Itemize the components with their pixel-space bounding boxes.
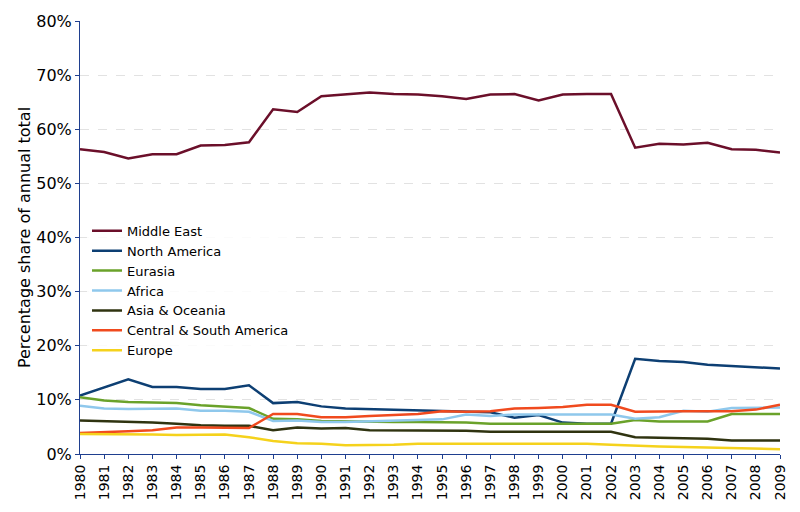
svg-text:2007: 2007 [723,465,739,501]
svg-text:1993: 1993 [385,465,401,501]
svg-text:1995: 1995 [434,465,450,501]
svg-text:1996: 1996 [458,465,474,501]
svg-text:2001: 2001 [578,465,594,501]
svg-text:1988: 1988 [265,465,281,501]
svg-text:1987: 1987 [241,465,257,501]
svg-text:2003: 2003 [627,465,643,501]
svg-text:20%: 20% [36,336,72,355]
svg-text:2004: 2004 [651,465,667,501]
svg-text:0%: 0% [46,445,71,464]
svg-text:1994: 1994 [409,465,425,501]
svg-text:1997: 1997 [482,465,498,501]
svg-text:40%: 40% [36,228,72,247]
svg-text:Africa: Africa [127,284,164,299]
svg-text:1981: 1981 [96,465,112,501]
svg-text:2006: 2006 [699,465,715,501]
svg-text:1980: 1980 [72,465,88,501]
svg-text:North America: North America [127,244,221,259]
svg-text:80%: 80% [36,12,72,31]
svg-text:1985: 1985 [192,465,208,501]
svg-text:1992: 1992 [361,465,377,501]
svg-text:70%: 70% [36,66,72,85]
svg-text:1982: 1982 [120,465,136,501]
svg-text:2002: 2002 [603,465,619,501]
svg-text:1989: 1989 [289,465,305,501]
svg-text:2005: 2005 [675,465,691,501]
svg-text:1999: 1999 [530,465,546,501]
svg-text:30%: 30% [36,282,72,301]
svg-text:Eurasia: Eurasia [127,264,175,279]
svg-text:50%: 50% [36,174,72,193]
svg-text:1986: 1986 [216,465,232,501]
svg-text:60%: 60% [36,120,72,139]
svg-text:1983: 1983 [144,465,160,501]
svg-text:Asia & Oceania: Asia & Oceania [127,303,226,318]
svg-text:Percentage share of annual tot: Percentage share of annual total [15,107,34,368]
svg-text:10%: 10% [36,390,72,409]
svg-text:Middle East: Middle East [127,224,202,239]
svg-text:1998: 1998 [506,465,522,501]
svg-text:2008: 2008 [747,465,763,501]
svg-text:1991: 1991 [337,465,353,501]
svg-text:2000: 2000 [554,465,570,501]
svg-text:1990: 1990 [313,465,329,501]
svg-text:Central & South America: Central & South America [127,323,288,338]
svg-text:2009: 2009 [772,465,788,501]
svg-text:Europe: Europe [127,343,173,358]
svg-text:1984: 1984 [168,465,184,501]
